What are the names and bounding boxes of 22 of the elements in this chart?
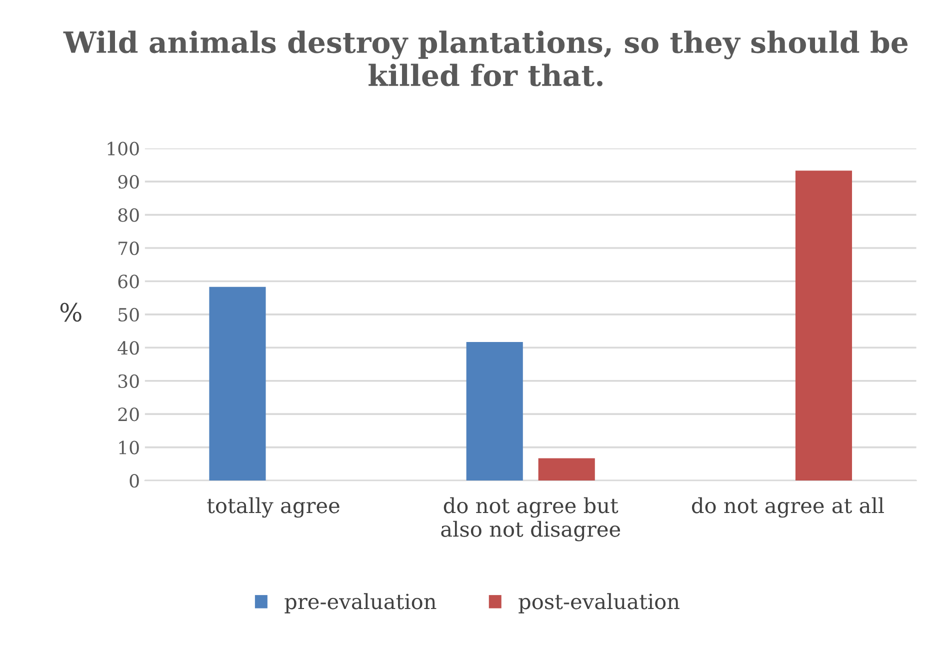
bar: [466, 342, 523, 481]
x-tick-label: totally agree: [207, 497, 340, 518]
y-tick-label: 20: [118, 408, 139, 422]
bar: [209, 286, 266, 481]
x-tick-label: do not agree but also not disagree: [441, 497, 620, 542]
y-tick-label: 10: [119, 440, 139, 454]
y-tick-label: 50: [118, 308, 139, 322]
legend-label: pre-evaluation: [284, 593, 436, 614]
bar: [538, 458, 595, 481]
y-tick-label: 60: [118, 274, 139, 288]
y-tick-label: 70: [118, 241, 139, 256]
y-axis-title: %: [60, 302, 82, 322]
chart-title: Wild animals destroy plantations, so they should be killed for that.: [63, 30, 908, 86]
x-tick-label: do not agree at all: [692, 497, 884, 518]
y-tick-label: 80: [118, 208, 139, 222]
bar: [795, 170, 852, 481]
y-tick-label: 0: [130, 474, 139, 488]
y-tick-label: 40: [118, 341, 139, 355]
y-tick-label: 100: [108, 142, 139, 156]
legend-label: post-evaluation: [518, 593, 680, 614]
y-tick-label: 30: [118, 374, 139, 388]
y-tick-label: 90: [118, 175, 139, 189]
